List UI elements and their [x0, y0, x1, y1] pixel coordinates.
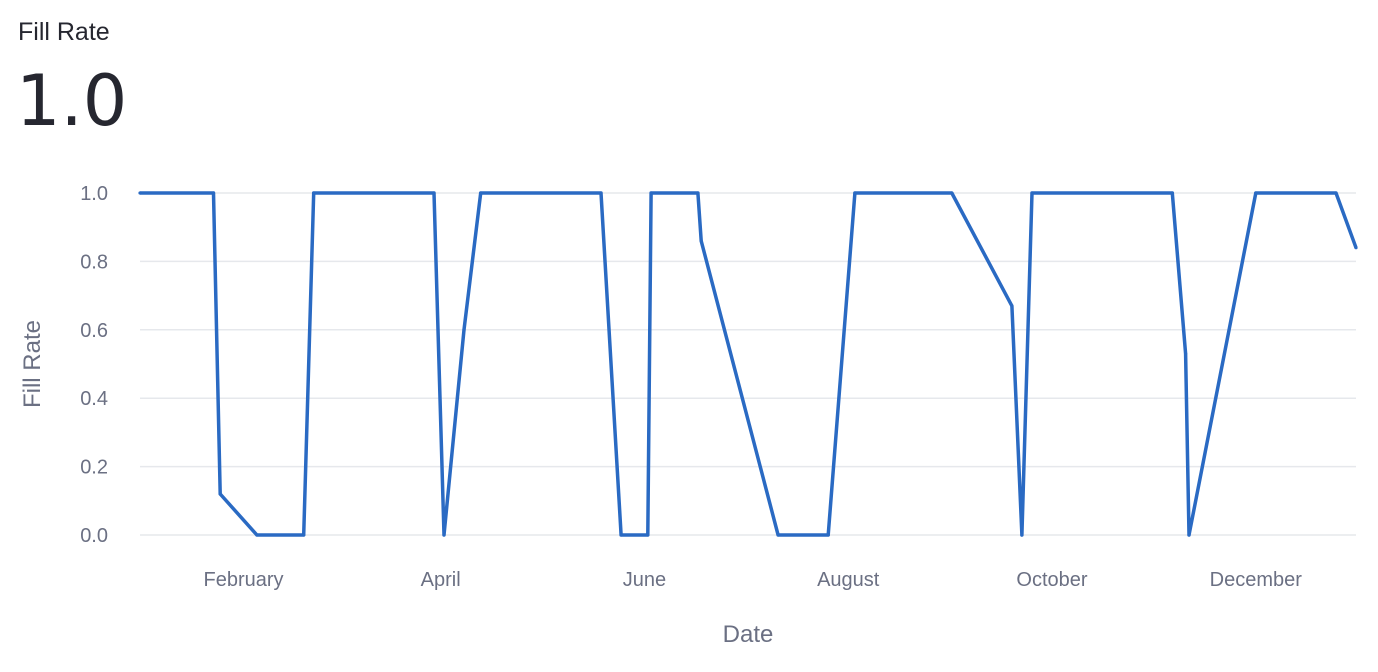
y-axis-title: Fill Rate — [19, 320, 46, 408]
data-point — [1010, 304, 1014, 308]
x-tick-label: December — [1210, 569, 1303, 591]
data-point — [479, 191, 483, 195]
y-axis-ticks: 0.0 0.2 0.4 0.6 0.8 1.0 — [80, 183, 108, 547]
series-layer — [138, 191, 1358, 537]
x-tick-label: February — [204, 569, 284, 591]
metric-label: Fill Rate — [18, 18, 110, 46]
y-tick-label: 0.4 — [80, 388, 108, 410]
metric-value: 1.0 — [16, 60, 128, 142]
y-tick-label: 0.8 — [80, 251, 108, 273]
x-axis-ticks: February April June August October December — [204, 569, 1303, 591]
data-point — [1030, 191, 1034, 195]
x-tick-label: April — [421, 569, 461, 591]
data-point — [442, 533, 446, 537]
x-tick-label: June — [623, 569, 666, 591]
data-point — [302, 533, 306, 537]
data-point — [255, 533, 259, 537]
y-tick-label: 0.6 — [80, 320, 108, 342]
data-point — [699, 239, 703, 243]
data-point — [1184, 352, 1188, 356]
data-point — [1020, 533, 1024, 537]
y-tick-label: 0.0 — [80, 525, 108, 547]
x-axis-title: Date — [723, 621, 774, 648]
data-point — [599, 191, 603, 195]
data-point — [776, 533, 780, 537]
data-point — [646, 533, 650, 537]
data-point — [1254, 191, 1258, 195]
data-point — [1187, 533, 1191, 537]
data-point — [1334, 191, 1338, 195]
data-point — [649, 191, 653, 195]
x-tick-label: August — [817, 569, 880, 591]
data-point — [138, 191, 142, 195]
data-point — [1170, 191, 1174, 195]
data-point — [853, 191, 857, 195]
data-point — [312, 191, 316, 195]
data-point — [619, 533, 623, 537]
data-point — [211, 191, 216, 195]
data-point — [462, 328, 466, 332]
data-point — [218, 492, 222, 496]
data-point — [1354, 246, 1358, 250]
y-tick-label: 1.0 — [80, 183, 108, 205]
data-point — [696, 191, 700, 195]
grid-lines — [140, 192, 1356, 536]
data-point — [950, 191, 954, 195]
x-tick-label: October — [1016, 569, 1087, 591]
y-tick-label: 0.2 — [80, 457, 108, 479]
data-point — [826, 533, 830, 537]
series-line — [140, 191, 1358, 537]
data-point — [432, 191, 436, 195]
